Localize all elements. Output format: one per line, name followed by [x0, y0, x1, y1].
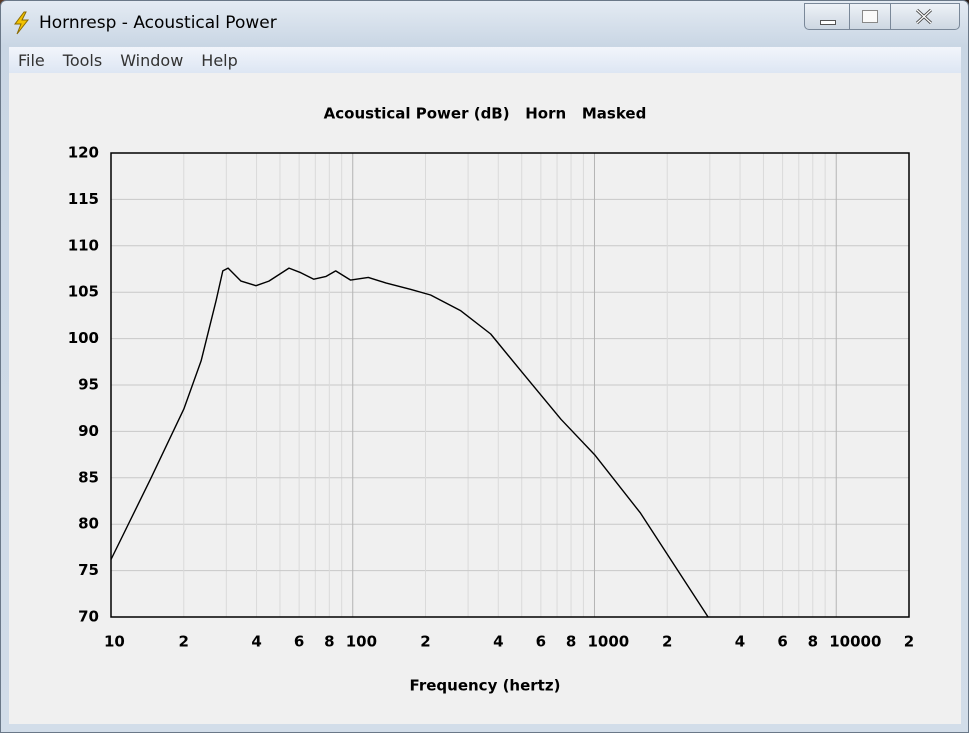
- menu-bar: File Tools Window Help: [9, 47, 961, 74]
- x-tick-label: 2: [420, 633, 430, 651]
- x-tick-label: 8: [566, 633, 576, 651]
- y-tick-label: 90: [78, 422, 99, 440]
- window-title: Hornresp - Acoustical Power: [39, 13, 277, 33]
- x-tick-label: 100: [346, 633, 377, 651]
- x-axis-label: Frequency (hertz): [410, 677, 561, 695]
- x-tick-label: 6: [777, 633, 787, 651]
- x-tick-label: 6: [536, 633, 546, 651]
- plot-frame: [110, 152, 910, 618]
- y-tick-label: 120: [68, 144, 99, 162]
- y-tick-label: 85: [78, 468, 99, 486]
- y-tick-label: 100: [68, 329, 99, 347]
- x-tick-label: 4: [493, 633, 503, 651]
- close-button[interactable]: [890, 3, 960, 30]
- app-icon: [14, 11, 30, 35]
- y-tick-label: 115: [68, 190, 99, 208]
- x-tick-label: 4: [251, 633, 261, 651]
- menu-item[interactable]: Tools: [62, 50, 103, 70]
- x-tick-label: 2: [179, 633, 189, 651]
- chart-title: Acoustical Power (dB) Horn Masked: [324, 105, 647, 123]
- y-tick-label: 110: [68, 236, 99, 254]
- y-tick-label: 75: [78, 561, 99, 579]
- x-tick-label: 2: [662, 633, 672, 651]
- close-glyph: [915, 8, 933, 25]
- x-tick-label: 8: [324, 633, 334, 651]
- response-curve: [110, 267, 709, 618]
- menu-item[interactable]: Window: [120, 50, 184, 70]
- y-tick-label: 95: [78, 376, 99, 394]
- menu-item[interactable]: Help: [201, 50, 238, 70]
- chart: Acoustical Power (dB) Horn Masked Freque…: [68, 105, 915, 695]
- x-tick-label: 10000: [829, 633, 881, 651]
- y-tick-label: 70: [78, 608, 99, 626]
- x-tick-label: 6: [294, 633, 304, 651]
- maximize-button[interactable]: [849, 3, 891, 30]
- x-tick-label: 4: [735, 633, 745, 651]
- client-area: Acoustical Power (dB) Horn Masked Freque…: [9, 73, 961, 724]
- menu-item[interactable]: File: [18, 50, 45, 70]
- x-tick-label: 10: [104, 633, 125, 651]
- minimize-button[interactable]: [804, 3, 850, 30]
- y-tick-label: 105: [68, 283, 99, 301]
- x-tick-label: 2: [904, 633, 914, 651]
- x-tick-label: 8: [808, 633, 818, 651]
- x-tick-label: 1000: [587, 633, 629, 651]
- y-tick-label: 80: [78, 515, 99, 533]
